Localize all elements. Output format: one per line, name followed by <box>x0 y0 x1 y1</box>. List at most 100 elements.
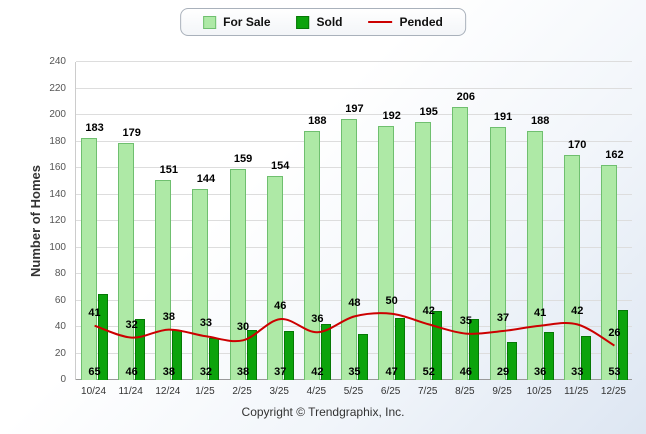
for-sale-value-label: 183 <box>85 121 104 134</box>
x-tick-label: 1/25 <box>195 386 215 397</box>
sold-value-label: 52 <box>422 366 435 378</box>
copyright: Copyright © Trendgraphix, Inc. <box>241 405 405 419</box>
bar-group <box>225 169 262 380</box>
y-axis: 0 20 40 60 80 100 120 140 160 180 200 220 240 <box>40 57 70 385</box>
for-sale-value-label: 159 <box>233 153 253 166</box>
for-sale-value-label: 162 <box>605 149 624 162</box>
legend-item-for-sale: For Sale <box>203 15 271 29</box>
x-tick-label: 11/24 <box>118 386 143 397</box>
gridline <box>76 87 632 89</box>
for-sale-bar <box>563 154 580 380</box>
for-sale-value-label: 170 <box>568 138 587 151</box>
bar-group <box>76 137 113 380</box>
sold-value-label: 47 <box>385 366 398 378</box>
bar-group <box>262 175 299 380</box>
x-tick-label: 10/25 <box>526 386 552 397</box>
for-sale-value-label: 197 <box>345 103 364 115</box>
pended-value-label: 26 <box>608 326 621 339</box>
y-tick-label: 160 <box>49 162 66 173</box>
sold-bar <box>617 309 628 380</box>
x-tick-label: 9/25 <box>492 386 512 397</box>
legend-label: Sold <box>316 15 343 29</box>
x-tick-label: 12/25 <box>600 386 626 397</box>
sold-value-label: 53 <box>608 366 621 378</box>
y-tick-label: 0 <box>60 374 66 385</box>
x-tick-label: 7/25 <box>418 386 438 397</box>
sold-value-label: 37 <box>274 366 287 378</box>
legend-line-swatch <box>368 21 393 23</box>
pended-value-label: 41 <box>88 306 101 319</box>
y-tick-label: 140 <box>49 188 66 200</box>
bar-group <box>559 154 596 380</box>
sold-value-label: 46 <box>459 366 472 378</box>
for-sale-bar <box>303 130 320 380</box>
sold-value-label: 36 <box>534 366 547 378</box>
bar-group <box>336 119 373 380</box>
plot-area: 183 65 41 179 46 32 151 38 38 144 32 33 159 38 30 154 37… <box>75 61 633 380</box>
y-tick-label: 100 <box>49 241 66 253</box>
sold-value-label: 65 <box>88 366 101 378</box>
pended-value-label: 36 <box>311 313 324 326</box>
bar-group <box>113 142 150 380</box>
for-sale-bar <box>192 189 209 380</box>
x-tick-label: 4/25 <box>306 386 327 397</box>
pended-value-label: 48 <box>348 297 361 310</box>
bar-group <box>447 107 484 380</box>
sold-value-label: 38 <box>236 366 250 378</box>
for-sale-value-label: 206 <box>456 91 476 104</box>
y-tick-label: 200 <box>49 109 66 120</box>
y-tick-label: 80 <box>54 268 66 279</box>
x-tick-label: 11/25 <box>564 386 589 397</box>
for-sale-bar <box>118 142 135 380</box>
x-axis: 10/24 11/24 12/24 1/25 2/25 3/25 4/25 5/25 6/25 7… <box>75 386 632 400</box>
x-tick-label: 6/25 <box>380 386 401 397</box>
y-tick-label: 220 <box>49 82 66 94</box>
for-sale-bar <box>452 107 469 380</box>
for-sale-value-label: 192 <box>382 109 401 122</box>
for-sale-bar <box>378 125 395 380</box>
sold-value-label: 38 <box>162 366 175 378</box>
for-sale-bar <box>81 137 98 380</box>
for-sale-value-label: 188 <box>308 114 327 127</box>
for-sale-bar <box>415 121 432 380</box>
for-sale-bar <box>526 130 543 380</box>
bar-group <box>410 121 447 380</box>
legend-label: For Sale <box>223 15 271 29</box>
sold-value-label: 35 <box>348 366 361 378</box>
bar-group <box>373 125 410 380</box>
for-sale-value-label: 195 <box>419 105 438 118</box>
legend-square-swatch <box>296 15 310 29</box>
y-tick-label: 240 <box>49 56 66 67</box>
sold-value-label: 29 <box>496 366 510 378</box>
for-sale-value-label: 179 <box>122 126 141 139</box>
legend-square-swatch <box>203 15 217 29</box>
for-sale-value-label: 188 <box>530 114 550 127</box>
bar-group <box>150 179 187 380</box>
y-tick-label: 180 <box>49 135 66 147</box>
sold-value-label: 42 <box>311 366 324 378</box>
legend: For Sale Sold Pended <box>180 8 466 36</box>
pended-value-label: 46 <box>274 300 287 312</box>
for-sale-bar <box>340 119 357 380</box>
sold-value-label: 33 <box>571 366 584 378</box>
x-tick-label: 10/24 <box>81 386 107 397</box>
for-sale-bar <box>489 126 506 380</box>
y-tick-label: 60 <box>54 294 66 306</box>
for-sale-bar <box>266 175 283 380</box>
sold-value-label: 46 <box>125 366 138 378</box>
bar-group <box>485 126 522 380</box>
pended-value-label: 42 <box>571 305 584 318</box>
for-sale-value-label: 144 <box>196 173 216 186</box>
legend-label: Pended <box>399 15 443 29</box>
for-sale-value-label: 151 <box>159 163 179 176</box>
bar-group <box>522 130 559 380</box>
y-tick-label: 20 <box>54 347 66 359</box>
gridline <box>76 61 632 62</box>
for-sale-bar <box>600 165 617 380</box>
pended-value-label: 30 <box>236 321 250 334</box>
legend-item-sold: Sold <box>296 15 343 29</box>
bar-group <box>596 165 633 380</box>
bar-group <box>187 189 224 380</box>
legend-item-pended: Pended <box>368 15 443 29</box>
